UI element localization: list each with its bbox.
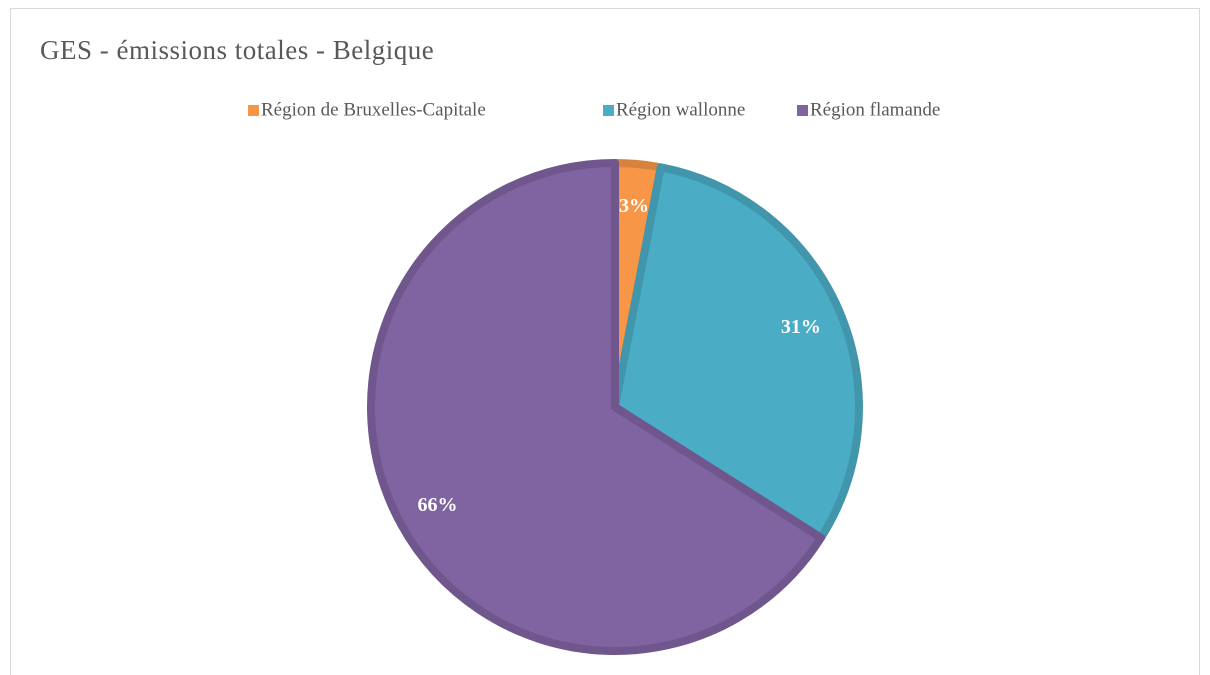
legend-swatch [797, 105, 808, 116]
legend-swatch [603, 105, 614, 116]
legend-label: Région wallonne [616, 99, 745, 120]
legend-label: Région flamande [810, 99, 940, 120]
legend-label: Région de Bruxelles-Capitale [261, 99, 486, 120]
data-label: 3% [619, 195, 649, 217]
data-label: 66% [418, 494, 458, 516]
legend-swatch [248, 105, 259, 116]
data-label: 31% [781, 316, 821, 338]
chart-title: GES - émissions totales - Belgique [40, 35, 434, 65]
pie-slice [367, 159, 826, 655]
